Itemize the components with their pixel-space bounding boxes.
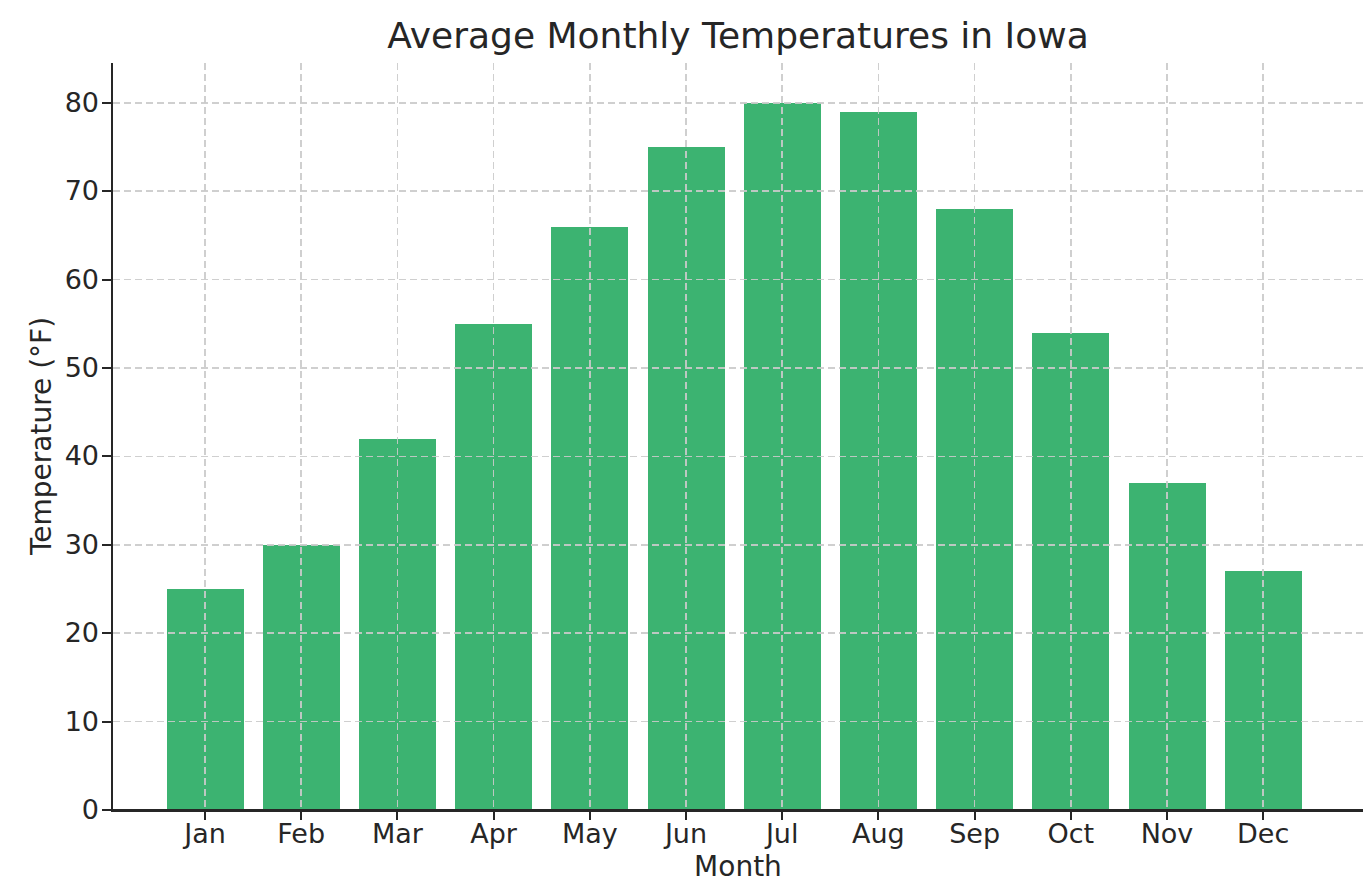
y-tick-label-70: 70 [0,177,99,205]
x-tick-jan [204,812,206,820]
x-tick-jul [781,812,783,820]
x-tick-may [589,812,591,820]
bar-apr [455,324,532,810]
bar-sep [936,209,1013,810]
bar-oct [1032,333,1109,810]
bar-nov [1129,483,1206,810]
y-tick-0 [102,809,111,811]
y-tick-label-0: 0 [0,796,99,824]
y-tick-label-40: 40 [0,442,99,470]
y-tick-30 [102,544,111,546]
x-axis-spine [111,809,1364,812]
plot-area [113,63,1363,810]
y-tick-label-10: 10 [0,708,99,736]
y-tick-20 [102,632,111,634]
y-tick-label-30: 30 [0,531,99,559]
bar-jan [167,589,244,810]
y-tick-label-20: 20 [0,619,99,647]
x-tick-label-dec: Dec [1203,820,1323,848]
x-tick-nov [1166,812,1168,820]
x-tick-sep [974,812,976,820]
bar-jun [648,147,725,810]
x-tick-aug [877,812,879,820]
y-tick-80 [102,102,111,104]
bar-chart-figure: Average Monthly Temperatures in Iowa Tem… [0,0,1369,886]
x-tick-feb [300,812,302,820]
x-tick-apr [493,812,495,820]
bar-feb [263,545,340,810]
bar-aug [840,112,917,810]
y-tick-60 [102,279,111,281]
bars-layer [113,63,1363,810]
y-tick-40 [102,455,111,457]
x-tick-mar [396,812,398,820]
bar-mar [359,439,436,810]
x-tick-dec [1262,812,1264,820]
y-tick-10 [102,721,111,723]
y-tick-label-60: 60 [0,266,99,294]
bar-may [551,227,628,810]
chart-title: Average Monthly Temperatures in Iowa [113,16,1363,56]
y-axis-label: Temperature (°F) [27,317,58,555]
y-tick-label-50: 50 [0,354,99,382]
y-axis-spine [111,63,114,812]
y-tick-label-80: 80 [0,89,99,117]
x-tick-jun [685,812,687,820]
bar-jul [744,103,821,810]
bar-dec [1225,571,1302,810]
x-tick-oct [1070,812,1072,820]
x-axis-label: Month [113,852,1363,883]
y-tick-50 [102,367,111,369]
y-tick-70 [102,190,111,192]
